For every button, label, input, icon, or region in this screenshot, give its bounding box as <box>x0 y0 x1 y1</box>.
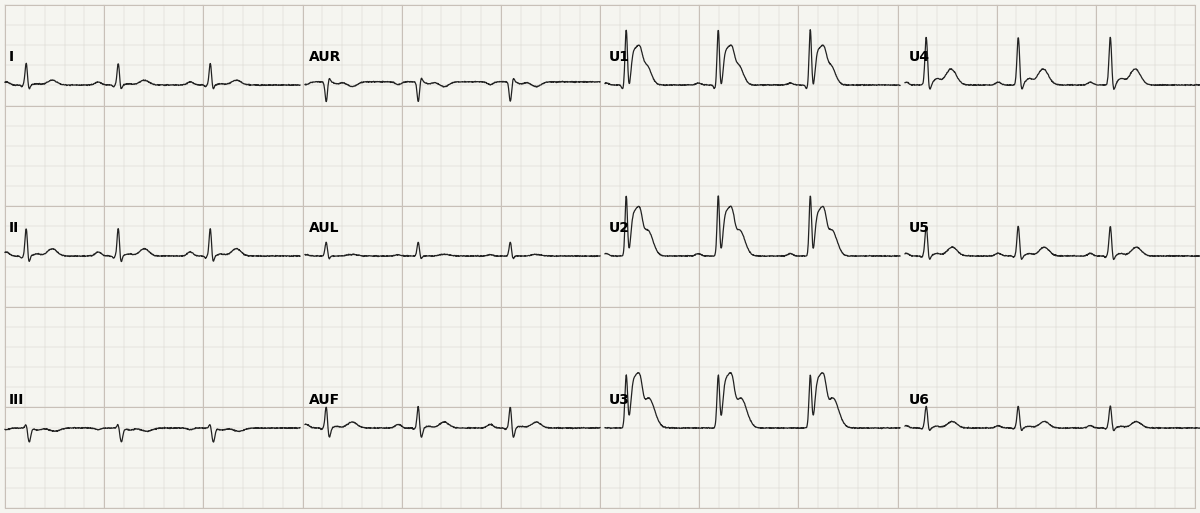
Text: U4: U4 <box>910 50 930 64</box>
Text: U3: U3 <box>610 393 630 407</box>
Text: U2: U2 <box>610 221 630 235</box>
Text: III: III <box>10 393 24 407</box>
Text: U6: U6 <box>910 393 930 407</box>
Text: AUF: AUF <box>310 393 340 407</box>
Text: AUL: AUL <box>310 221 340 235</box>
Text: II: II <box>10 221 19 235</box>
Text: U1: U1 <box>610 50 630 64</box>
Text: AUR: AUR <box>310 50 341 64</box>
Text: I: I <box>10 50 14 64</box>
Text: U5: U5 <box>910 221 930 235</box>
